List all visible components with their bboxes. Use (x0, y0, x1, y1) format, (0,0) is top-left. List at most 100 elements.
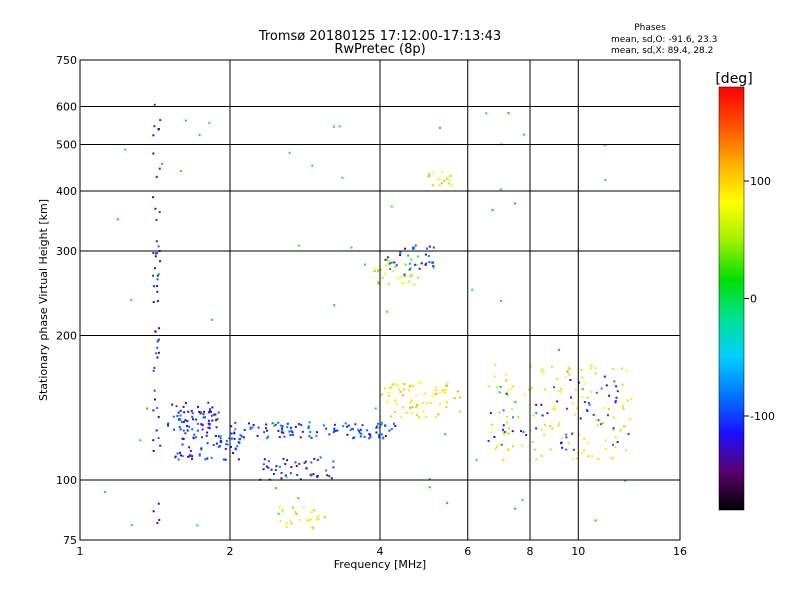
data-point (310, 518, 313, 521)
data-point (535, 458, 538, 461)
data-point (230, 432, 233, 435)
data-point (443, 179, 446, 182)
data-point (290, 429, 293, 432)
data-point (497, 443, 500, 446)
grid-lines (80, 60, 680, 540)
data-point (207, 422, 210, 425)
data-point (278, 506, 281, 509)
data-point (179, 454, 182, 457)
data-point (577, 433, 580, 436)
data-point (611, 443, 614, 446)
data-point (203, 410, 206, 413)
data-point (553, 405, 556, 408)
data-point (179, 418, 182, 421)
data-point (187, 410, 190, 413)
data-point (157, 245, 160, 248)
data-point (445, 405, 448, 408)
data-point (154, 255, 157, 258)
data-point (161, 162, 164, 165)
data-point (159, 260, 162, 263)
data-point (581, 388, 584, 391)
data-point (198, 133, 201, 136)
data-point (597, 419, 600, 422)
data-point (201, 428, 204, 431)
phase-info-x: mean, sd,X: 89.4, 28.2 (611, 46, 713, 56)
data-point (139, 439, 142, 442)
data-point (214, 413, 217, 416)
data-point (274, 487, 277, 490)
data-point (192, 436, 195, 439)
data-points (104, 103, 633, 530)
data-point (265, 423, 268, 426)
data-point (568, 368, 571, 371)
data-point (209, 409, 212, 412)
data-point (612, 427, 615, 430)
data-point (266, 429, 269, 432)
data-point (529, 429, 532, 432)
data-point (613, 380, 616, 383)
data-point (390, 427, 393, 430)
data-point (151, 274, 154, 277)
data-point (597, 457, 600, 460)
data-point (281, 510, 284, 513)
data-point (206, 431, 209, 434)
data-point (506, 449, 509, 452)
data-point (507, 427, 510, 430)
data-point (302, 505, 305, 508)
data-point (188, 446, 191, 449)
data-point (437, 178, 440, 181)
x-axis-ticks: 1 2 4 6 8 10 16 (77, 545, 688, 558)
data-point (387, 259, 390, 262)
data-point (157, 127, 160, 130)
data-point (297, 497, 300, 500)
data-point (505, 392, 508, 395)
data-point (300, 424, 303, 427)
data-point (409, 384, 412, 387)
data-point (196, 524, 199, 527)
data-point (238, 438, 241, 441)
data-point (377, 282, 380, 285)
data-point (290, 522, 293, 525)
data-point (196, 429, 199, 432)
data-point (312, 526, 315, 529)
data-point (556, 400, 559, 403)
data-point (424, 253, 427, 256)
data-point (387, 394, 390, 397)
data-point (308, 421, 311, 424)
data-point (441, 389, 444, 392)
data-point (190, 457, 193, 460)
data-point (392, 270, 395, 273)
data-point (279, 424, 282, 427)
data-point (579, 417, 582, 420)
data-point (504, 373, 507, 376)
data-point (417, 381, 420, 384)
data-point (208, 121, 211, 124)
x-tick-label: 16 (673, 545, 687, 558)
data-point (606, 414, 609, 417)
data-point (267, 435, 270, 438)
data-point (219, 434, 222, 437)
data-point (196, 422, 199, 425)
data-point (521, 498, 524, 501)
data-point (550, 365, 553, 368)
data-point (192, 418, 195, 421)
data-point (390, 205, 393, 208)
data-point (332, 431, 335, 434)
data-point (308, 435, 311, 438)
data-point (408, 268, 411, 271)
data-point (217, 411, 220, 414)
data-point (608, 394, 611, 397)
data-point (272, 473, 275, 476)
data-point (323, 516, 326, 519)
data-point (574, 413, 577, 416)
data-point (316, 431, 319, 434)
data-point (403, 388, 406, 391)
data-point (624, 479, 627, 482)
data-point (186, 429, 189, 432)
data-point (201, 436, 204, 439)
data-point (378, 436, 381, 439)
y-axis-label: Stationary phase Virtual Height [km] (37, 199, 50, 401)
data-point (557, 389, 560, 392)
data-point (543, 388, 546, 391)
data-point (375, 425, 378, 428)
